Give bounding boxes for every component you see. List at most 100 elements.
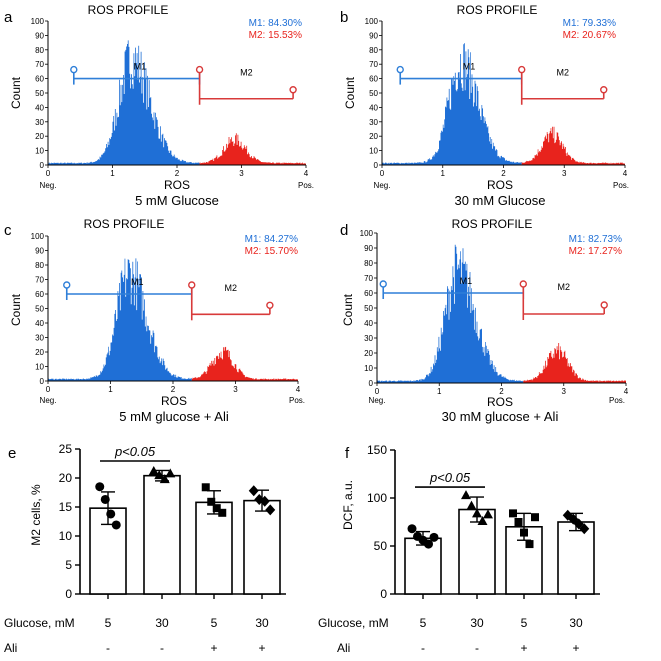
y-tick-label: 25 bbox=[59, 442, 73, 456]
data-point bbox=[165, 468, 176, 478]
glucose-value: 5 bbox=[420, 616, 427, 630]
m1-gate-handle bbox=[379, 280, 387, 288]
x-tick-label: 1 bbox=[110, 169, 115, 178]
pos-label: Pos. bbox=[289, 396, 305, 405]
m2-gate-handle-right bbox=[266, 301, 274, 309]
x-axis-label: ROS bbox=[161, 394, 187, 408]
x-tick-label: 0 bbox=[380, 169, 385, 178]
hist-title: ROS PROFILE bbox=[452, 217, 533, 231]
x-tick-label: 2 bbox=[499, 387, 504, 396]
ali-value: + bbox=[210, 641, 217, 655]
y-tick-label: 10 bbox=[35, 363, 44, 372]
y-tick-label: 80 bbox=[369, 46, 378, 55]
pos-label: Pos. bbox=[609, 396, 625, 405]
data-point bbox=[466, 500, 477, 510]
hist-title: ROS PROFILE bbox=[88, 3, 169, 17]
x-tick-label: 4 bbox=[624, 387, 629, 396]
neg-label: Neg. bbox=[40, 181, 57, 190]
glucose-row: 5 30 5 30 bbox=[420, 616, 583, 630]
y-tick-label: 20 bbox=[59, 471, 73, 485]
y-tick-label: 50 bbox=[364, 304, 373, 313]
data-point bbox=[407, 524, 417, 534]
histogram-m1-population bbox=[48, 258, 192, 381]
y-tick-label: 0 bbox=[40, 161, 45, 170]
data-point bbox=[212, 504, 221, 513]
x-tick-label: 3 bbox=[562, 387, 567, 396]
y-tick-label: 10 bbox=[59, 529, 73, 543]
glucose-value: 5 bbox=[211, 616, 218, 630]
ali-row-label: Ali bbox=[4, 641, 17, 655]
m1-legend: M1: 84.30% bbox=[249, 18, 302, 29]
data-point bbox=[95, 482, 105, 492]
data-point bbox=[514, 518, 523, 526]
bar bbox=[143, 474, 181, 595]
panel-letter-b: b bbox=[340, 9, 348, 26]
m2-gate-handle-left bbox=[519, 280, 527, 288]
m1-gate-label: M1 bbox=[460, 276, 473, 286]
y-tick-label: 50 bbox=[374, 539, 388, 553]
y-axis-label: Count bbox=[343, 76, 357, 109]
y-tick-label: 20 bbox=[364, 349, 373, 358]
x-tick-label: 0 bbox=[46, 169, 51, 178]
panel-a: a ROS PROFILE M1: 84.30% M2: 15.53% Coun… bbox=[4, 3, 314, 208]
histogram-m2-population bbox=[521, 126, 625, 165]
m2-gate-label: M2 bbox=[225, 283, 238, 293]
condition-caption: 5 mM Glucose bbox=[135, 193, 219, 208]
data-point bbox=[148, 466, 159, 476]
data-point bbox=[429, 532, 439, 542]
x-tick-label: 2 bbox=[501, 169, 506, 178]
ali-row: - - + + bbox=[106, 641, 266, 655]
y-tick-label: 20 bbox=[35, 132, 44, 141]
y-tick-label: 0 bbox=[374, 161, 379, 170]
glucose-row-label: Glucose, mM bbox=[318, 616, 389, 630]
y-tick-label: 60 bbox=[369, 75, 378, 84]
data-point bbox=[218, 508, 227, 517]
y-tick-label: 50 bbox=[35, 89, 44, 98]
y-tick-label: 70 bbox=[35, 60, 44, 69]
x-tick-label: 4 bbox=[304, 169, 309, 178]
y-tick-label: 80 bbox=[35, 46, 44, 55]
y-tick-label: 90 bbox=[364, 244, 373, 253]
m1-gate-label: M1 bbox=[131, 277, 144, 287]
data-point bbox=[201, 483, 210, 492]
panel-letter-f: f bbox=[345, 445, 350, 462]
x-axis-label: ROS bbox=[164, 178, 190, 192]
m2-gate-label: M2 bbox=[240, 68, 253, 78]
m2-gate-label: M2 bbox=[557, 282, 570, 292]
y-tick-label: 10 bbox=[364, 364, 373, 373]
panel-letter-a: a bbox=[4, 9, 13, 26]
x-tick-label: 2 bbox=[175, 169, 180, 178]
m2-gate-handle-left bbox=[518, 65, 526, 74]
y-tick-label: 20 bbox=[369, 132, 378, 141]
y-tick-label: 30 bbox=[35, 334, 44, 343]
m1-gate-handle bbox=[70, 65, 78, 74]
y-tick-label: 100 bbox=[31, 17, 45, 26]
pos-label: Pos. bbox=[613, 181, 629, 190]
data-point bbox=[525, 540, 534, 549]
x-tick-label: 1 bbox=[441, 169, 446, 178]
y-tick-label: 60 bbox=[364, 289, 373, 298]
y-tick-label: 40 bbox=[369, 103, 378, 112]
ali-row-label: Ali bbox=[337, 641, 350, 655]
data-point bbox=[159, 474, 170, 484]
ali-value: + bbox=[258, 641, 265, 655]
condition-caption: 30 mM Glucose bbox=[454, 193, 545, 208]
data-point bbox=[248, 485, 259, 497]
m2-gate-handle-left bbox=[195, 65, 204, 74]
m2-gate-handle-right bbox=[600, 301, 608, 309]
data-point bbox=[154, 470, 165, 480]
y-tick-label: 20 bbox=[35, 348, 44, 357]
hist-title: ROS PROFILE bbox=[84, 217, 165, 231]
histogram-m1-population bbox=[48, 40, 200, 165]
y-tick-label: 10 bbox=[369, 147, 378, 156]
y-tick-label: 0 bbox=[380, 587, 387, 601]
x-tick-label: 0 bbox=[375, 387, 380, 396]
y-tick-label: 40 bbox=[35, 103, 44, 112]
x-tick-label: 4 bbox=[623, 169, 628, 178]
neg-label: Neg. bbox=[374, 181, 391, 190]
glucose-value: 5 bbox=[521, 616, 528, 630]
data-point bbox=[477, 516, 488, 526]
m2-legend: M2: 15.53% bbox=[249, 30, 302, 41]
